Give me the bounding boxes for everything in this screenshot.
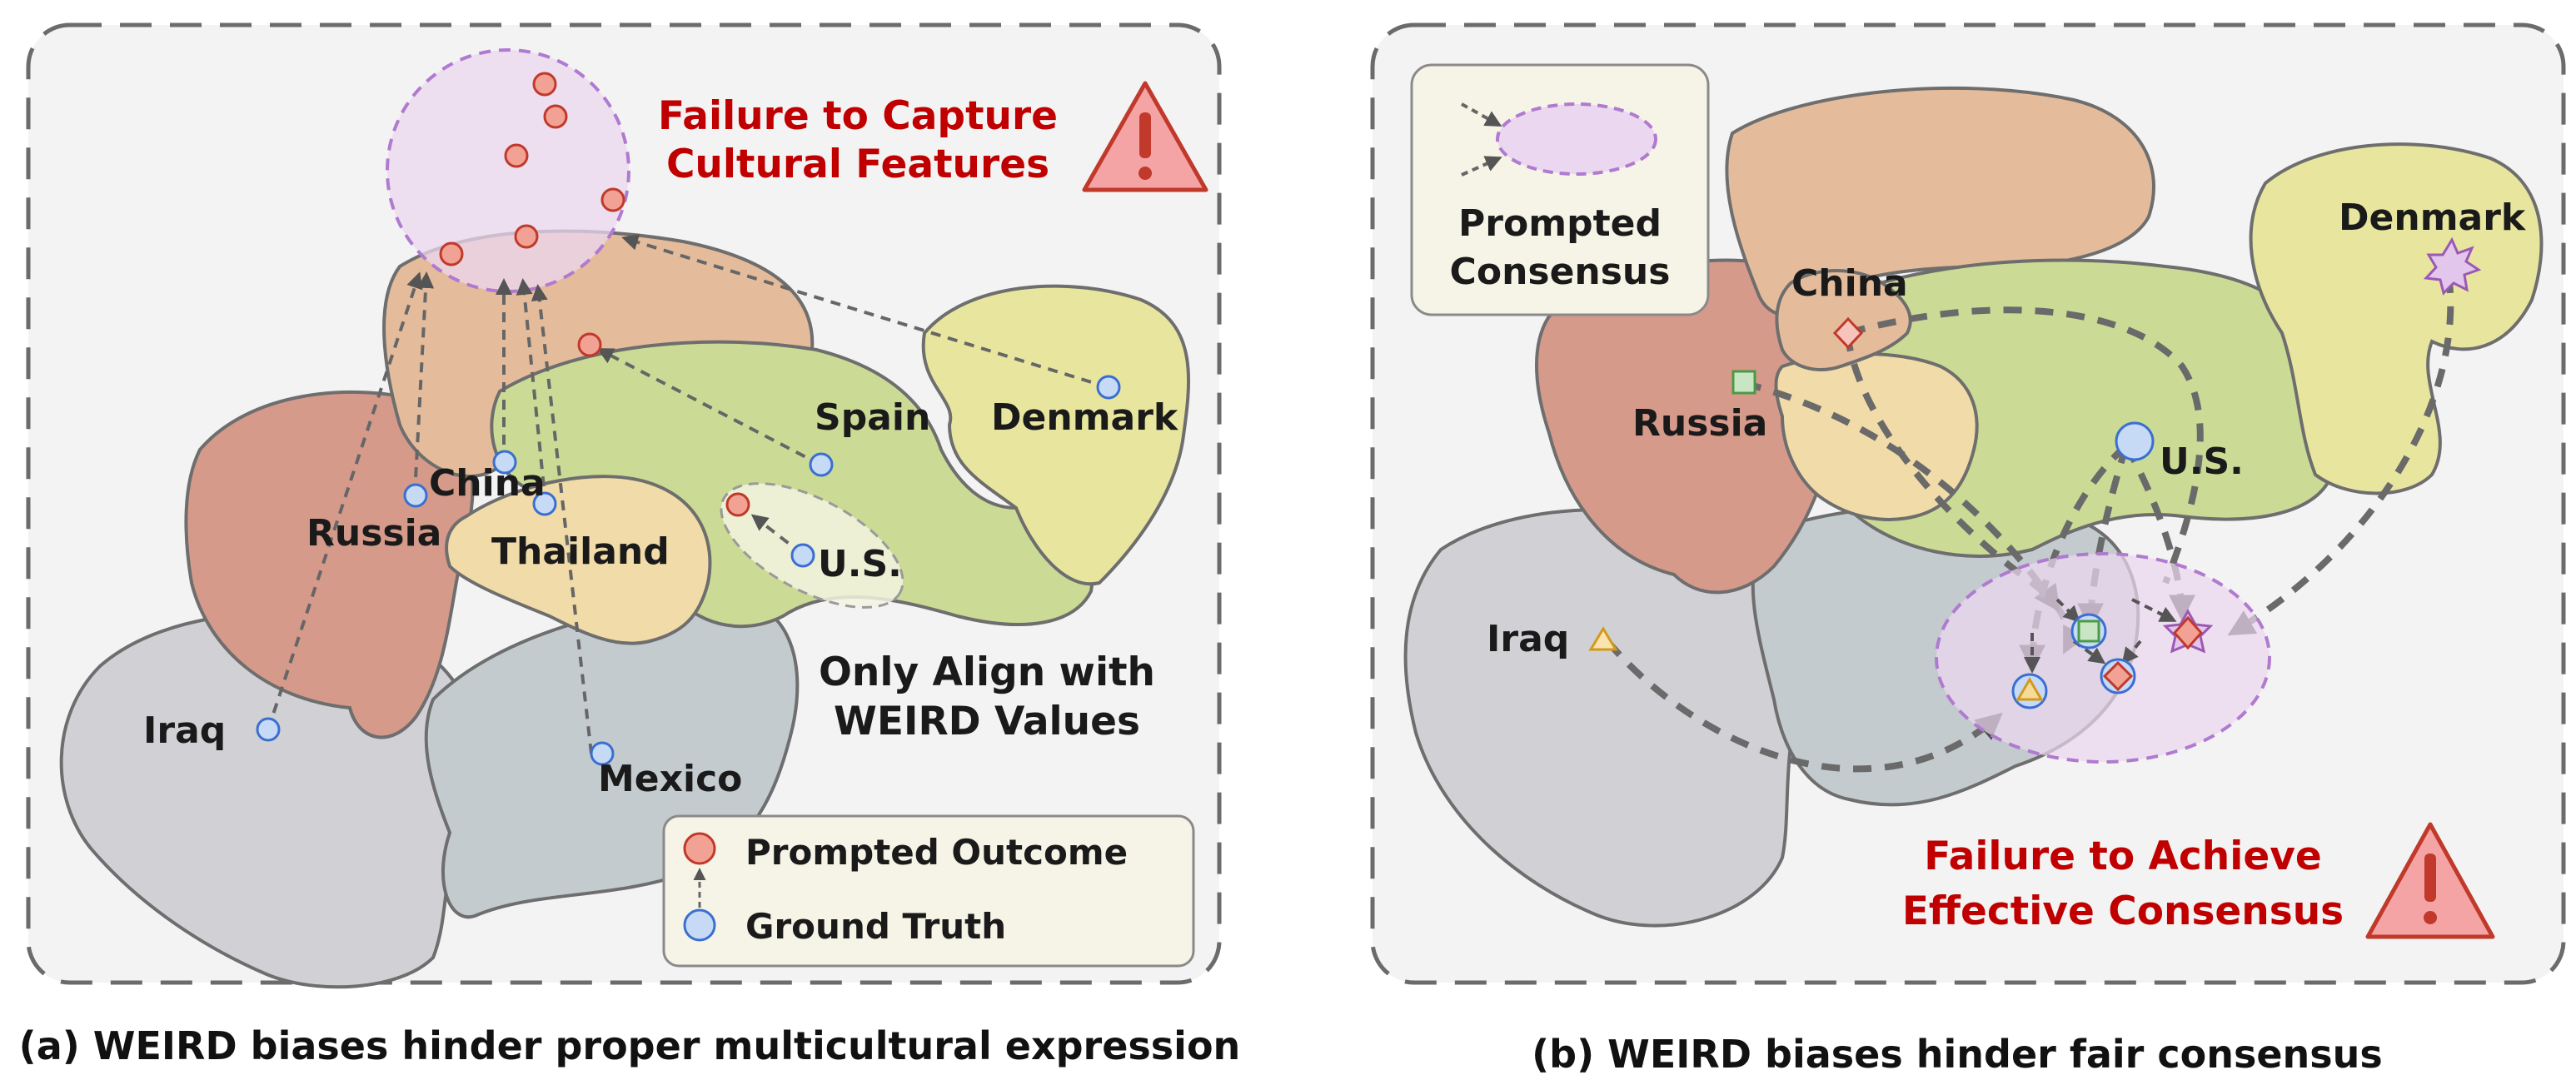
label-russia: Russia (306, 512, 441, 555)
weird-values-line1: Only Align with (819, 649, 1155, 695)
prompted-marker (439, 241, 464, 266)
label-spain: Spain (815, 396, 930, 439)
prompted-marker (725, 492, 750, 517)
legend-prompted-consensus-line2: Consensus (1450, 251, 1671, 293)
panel-a-prompted-markers (439, 72, 750, 517)
consensus-ellipse (1935, 552, 2271, 764)
label-mexico: Mexico (598, 758, 742, 800)
ground-truth-mexico (590, 741, 615, 766)
label-b-russia: Russia (1632, 402, 1767, 445)
marker-us-circle (2115, 421, 2155, 461)
panel-b-caption: (b) WEIRD biases hinder fair consensus (1532, 1032, 2383, 1077)
prompted-marker (514, 224, 539, 249)
ground-truth-china (492, 450, 517, 475)
panel-a-warning-title-line1: Failure to Capture (658, 93, 1058, 139)
label-us: U.S. (818, 543, 902, 585)
legend-ground-truth-marker (683, 908, 716, 942)
panel-a-warning-title-line2: Cultural Features (666, 142, 1049, 187)
label-b-us: U.S. (2160, 440, 2244, 483)
consensus-marker-diamond (2102, 660, 2134, 692)
marker-russia-square (1731, 370, 1756, 395)
prompted-marker (532, 72, 557, 97)
cultural-features-ellipse (386, 48, 630, 293)
label-denmark: Denmark (991, 396, 1179, 439)
panel-a: Denmark Spain China Russia Thailand U.S.… (19, 22, 1241, 1068)
region-b-yellow (2249, 142, 2544, 495)
ground-truth-thailand (532, 491, 557, 516)
legend-prompted-marker (683, 832, 716, 865)
consensus-marker-triangle (2015, 677, 2044, 701)
consensus-marker-square (2077, 620, 2100, 643)
panel-a-ground-truth-markers (256, 375, 1121, 766)
region-b-china (1775, 269, 1912, 371)
legend-prompted-consensus-line1: Prompted (1458, 202, 1662, 245)
legend-consensus-ellipse (1496, 102, 1657, 176)
panel-b-warning-title-line2: Effective Consensus (1902, 888, 2344, 934)
marker-denmark-star (2423, 236, 2482, 296)
warning-icon (1082, 81, 1208, 192)
label-thailand: Thailand (491, 530, 670, 573)
legend-ground-truth: Ground Truth (745, 906, 1006, 947)
warning-icon-b (2365, 822, 2495, 939)
panel-a-caption: (a) WEIRD biases hinder proper multicult… (19, 1023, 1241, 1068)
prompted-marker (600, 187, 625, 212)
region-denmark (921, 284, 1191, 586)
label-china: China (429, 462, 546, 505)
panel-a-arrows (267, 234, 1109, 754)
ground-truth-russia (403, 483, 428, 508)
legend-prompted-outcome: Prompted Outcome (745, 832, 1128, 873)
label-b-iraq: Iraq (1487, 618, 1569, 660)
ground-truth-us (790, 543, 815, 568)
panel-b-legend: Prompted Consensus (1410, 63, 1710, 316)
marker-iraq-triangle (1588, 626, 1618, 651)
panel-b-warning-title-line1: Failure to Achieve (1924, 834, 2321, 879)
prompted-marker (543, 104, 568, 129)
consensus-marker-star-diamond (2172, 615, 2204, 650)
prompted-marker (577, 332, 602, 357)
region-thailand (445, 475, 712, 645)
label-b-china: China (1791, 262, 1908, 305)
marker-china-diamond (1832, 316, 1864, 350)
label-b-denmark: Denmark (2339, 197, 2527, 239)
label-iraq: Iraq (143, 709, 226, 752)
prompted-marker (504, 143, 529, 168)
ground-truth-spain (809, 452, 834, 477)
weird-values-line2: WEIRD Values (834, 699, 1140, 744)
panel-a-legend: Prompted Outcome Ground Truth (662, 814, 1195, 968)
ground-truth-denmark (1096, 375, 1121, 400)
ground-truth-iraq (256, 717, 281, 742)
consensus-markers (2011, 608, 2214, 709)
panel-b: Denmark China Russia U.S. Iraq Prompted … (1370, 22, 2566, 1077)
